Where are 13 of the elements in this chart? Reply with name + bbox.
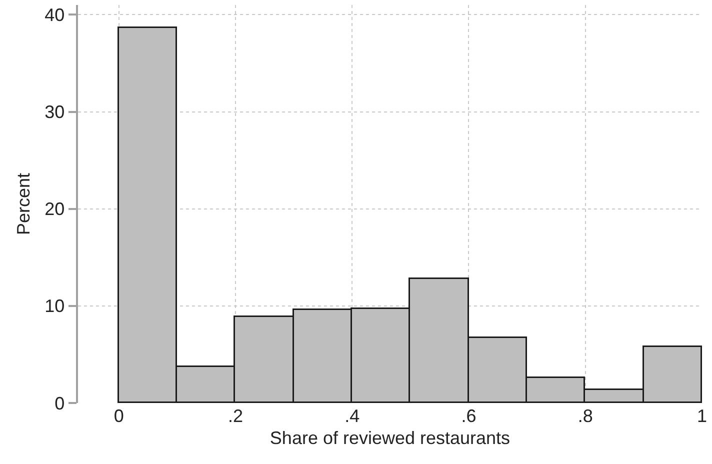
y-axis-title: Percent — [13, 172, 34, 236]
x-tick-label: .4 — [344, 406, 360, 426]
y-tick-label: 10 — [44, 296, 65, 316]
x-tick-label: .6 — [461, 406, 476, 426]
y-tick-label: 0 — [54, 393, 65, 414]
y-tick-label: 40 — [44, 5, 65, 26]
y-tick-label: 20 — [44, 199, 65, 220]
x-axis-title: Share of reviewed restaurants — [270, 428, 510, 448]
x-tick-label: 0 — [114, 406, 124, 426]
y-tick-label: 30 — [44, 102, 65, 122]
x-tick-label: .8 — [578, 406, 593, 426]
x-tick-label: .2 — [228, 406, 243, 426]
x-tick-label: 1 — [696, 406, 708, 426]
